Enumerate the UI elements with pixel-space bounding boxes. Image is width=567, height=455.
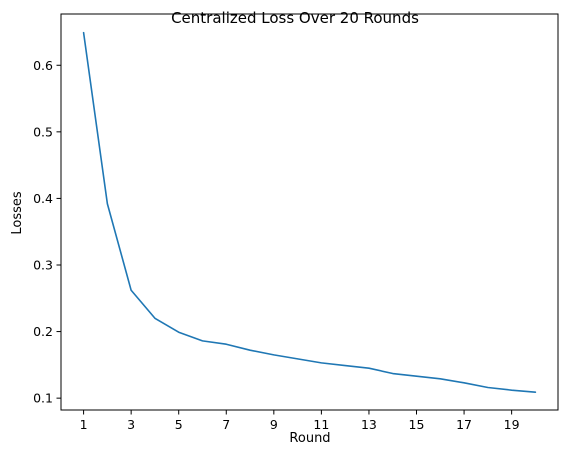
loss-series-line — [82, 31, 537, 393]
y-axis-label: Losses — [10, 191, 25, 235]
data-point — [439, 378, 441, 380]
data-point — [487, 386, 489, 388]
data-point — [178, 331, 180, 333]
data-point — [320, 362, 322, 364]
data-point — [154, 317, 156, 319]
data-point — [225, 343, 227, 345]
data-point — [392, 373, 394, 375]
y-tick-label: 0.5 — [33, 124, 53, 139]
data-point — [344, 365, 346, 367]
axes-frame — [60, 13, 559, 411]
x-tick-label: 19 — [504, 417, 520, 432]
data-point — [106, 203, 108, 205]
x-tick-label: 3 — [127, 417, 135, 432]
data-point — [534, 391, 536, 393]
data-point — [368, 367, 370, 369]
y-tick-label: 0.6 — [33, 58, 53, 73]
data-point — [273, 354, 275, 356]
x-tick-label: 9 — [270, 417, 278, 432]
y-tick-label: 0.2 — [33, 324, 53, 339]
x-tick-label: 13 — [361, 417, 377, 432]
y-tick-label: 0.1 — [33, 391, 53, 406]
y-tick-label: 0.3 — [33, 257, 53, 272]
chart-title: Centralized Loss Over 20 Rounds — [171, 9, 419, 27]
data-point — [463, 382, 465, 384]
x-tick-label: 15 — [409, 417, 425, 432]
data-point — [83, 32, 85, 34]
y-tick-label: 0.4 — [33, 191, 53, 206]
y-axis: 0.1 0.2 0.3 0.4 0.5 0.6 — [33, 58, 61, 406]
data-point — [297, 358, 299, 360]
plot-area — [82, 31, 537, 393]
data-point — [130, 289, 132, 291]
x-tick-label: 11 — [313, 417, 329, 432]
x-tick-label: 7 — [222, 417, 230, 432]
data-point — [511, 389, 513, 391]
data-point — [249, 349, 251, 351]
x-tick-label: 1 — [80, 417, 88, 432]
data-point — [201, 340, 203, 342]
x-axis: 1 3 5 7 9 11 13 15 17 19 — [80, 410, 520, 432]
x-tick-label: 5 — [175, 417, 183, 432]
x-tick-label: 17 — [456, 417, 472, 432]
data-point — [416, 375, 418, 377]
x-axis-label: Round — [289, 431, 330, 446]
